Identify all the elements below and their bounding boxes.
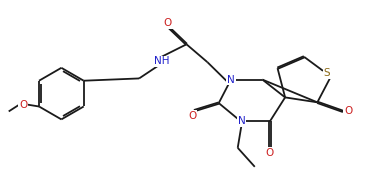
Text: O: O — [188, 111, 196, 121]
Text: O: O — [266, 148, 274, 158]
Text: N: N — [227, 74, 235, 85]
Text: O: O — [19, 100, 27, 110]
Text: NH: NH — [154, 56, 170, 66]
Text: S: S — [323, 68, 330, 78]
Text: O: O — [163, 18, 172, 28]
Text: O: O — [344, 106, 352, 117]
Text: N: N — [238, 116, 245, 126]
